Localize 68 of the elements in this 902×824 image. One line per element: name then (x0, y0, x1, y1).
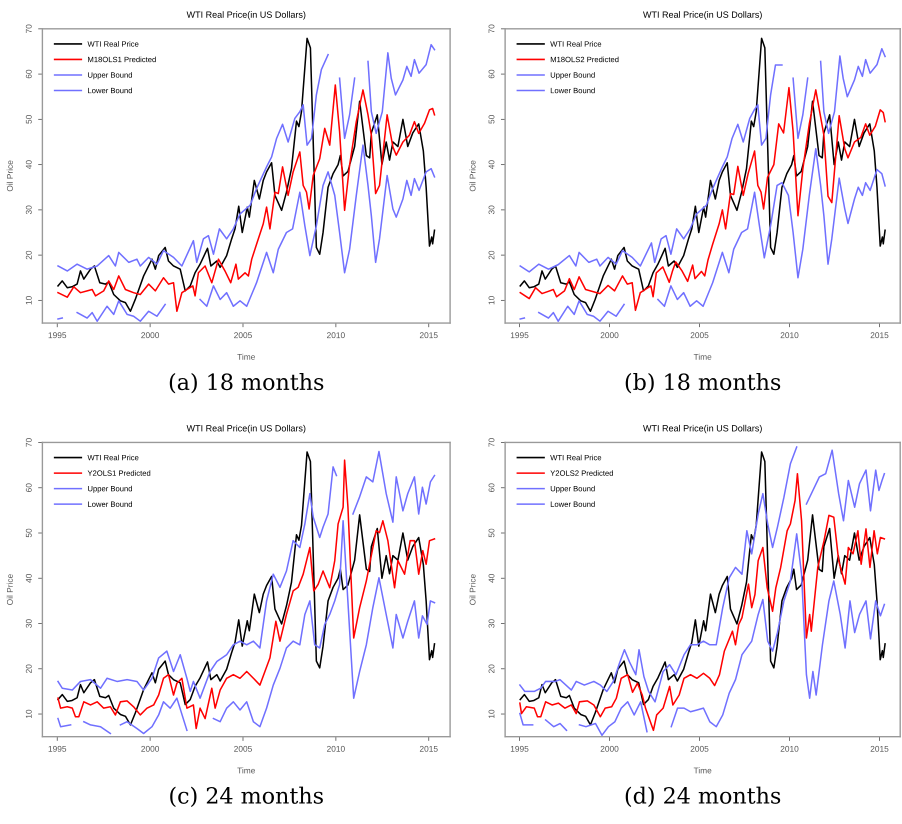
y-axis-title: Oil Price (6, 160, 13, 192)
x-tick-label: 2005 (690, 746, 708, 752)
text: (a) 18 months (170, 373, 324, 394)
y-tick-label: 60 (488, 483, 494, 492)
y-tick-label: 20 (26, 664, 32, 673)
x-tick-label: 1995 (510, 332, 528, 338)
chart-title: WTI Real Price(in US Dollars) (643, 424, 762, 434)
x-tick-label: 2010 (780, 746, 798, 752)
y-tick-label: 10 (488, 710, 494, 718)
line-series (57, 38, 436, 312)
x-tick-label: 2015 (870, 746, 888, 752)
line-series (57, 84, 436, 312)
x-tick-label: 2010 (327, 332, 345, 338)
y-tick-label: 10 (26, 296, 32, 304)
y-tick-label: 10 (488, 296, 494, 304)
x-tick-label: 1995 (510, 746, 528, 752)
y-tick-label: 40 (26, 160, 32, 170)
line-series (519, 38, 886, 312)
y-tick-label: 50 (488, 528, 494, 538)
x-tick-label: 2005 (690, 332, 708, 338)
y-tick-label: 50 (488, 115, 494, 124)
y-tick-label: 20 (488, 250, 494, 260)
y-tick-label: 20 (488, 664, 494, 673)
text: (c) 24 months (170, 786, 323, 808)
x-tick-label: 2015 (870, 332, 888, 338)
y-tick-label: 50 (26, 115, 32, 124)
y-axis-title: Oil Price (469, 160, 476, 192)
y-tick-label: 40 (488, 160, 494, 170)
x-tick-label: 2005 (234, 746, 252, 752)
line-series (519, 86, 886, 312)
x-tick-label: 2000 (141, 332, 160, 338)
y-tick-label: 30 (488, 206, 494, 214)
x-tick-label: 1995 (48, 332, 66, 338)
text: (b) 18 months (626, 373, 780, 394)
y-tick-label: 30 (488, 619, 494, 628)
y-tick-label: 10 (26, 710, 32, 718)
x-tick-label: 2005 (234, 332, 252, 338)
y-tick-label: 70 (488, 438, 494, 447)
chart-title: WTI Real Price(in US Dollars) (186, 424, 306, 434)
chart-title: WTI Real Price(in US Dollars) (186, 11, 306, 20)
x-tick-label: 2015 (420, 332, 438, 338)
x-axis-title: Time (237, 767, 255, 774)
y-tick-label: 60 (26, 483, 32, 492)
y-tick-label: 40 (26, 574, 32, 583)
x-axis-title: Time (694, 767, 712, 774)
y-tick-label: 30 (26, 619, 32, 628)
y-tick-label: 30 (26, 206, 32, 214)
x-tick-label: 2000 (600, 332, 618, 338)
chart-title: WTI Real Price(in US Dollars) (643, 11, 762, 20)
x-tick-label: 2010 (780, 332, 798, 338)
x-tick-label: 2015 (420, 746, 438, 752)
x-tick-label: 2000 (141, 746, 160, 752)
y-tick-label: 60 (26, 70, 32, 78)
y-tick-label: 70 (26, 438, 32, 447)
y-axis-title: Oil Price (469, 574, 476, 605)
y-tick-label: 20 (26, 250, 32, 260)
y-axis-title: Oil Price (6, 574, 13, 605)
x-tick-label: 1995 (48, 746, 66, 752)
y-tick-label: 40 (488, 574, 494, 583)
y-tick-label: 70 (488, 24, 494, 34)
x-axis-title: Time (237, 354, 255, 360)
x-axis-title: Time (694, 354, 712, 360)
y-tick-label: 70 (26, 24, 32, 34)
x-tick-label: 2000 (600, 746, 618, 752)
x-tick-label: 2010 (327, 746, 345, 752)
y-tick-label: 60 (488, 70, 494, 78)
y-tick-label: 50 (26, 528, 32, 538)
text: (d) 24 months (626, 786, 780, 808)
